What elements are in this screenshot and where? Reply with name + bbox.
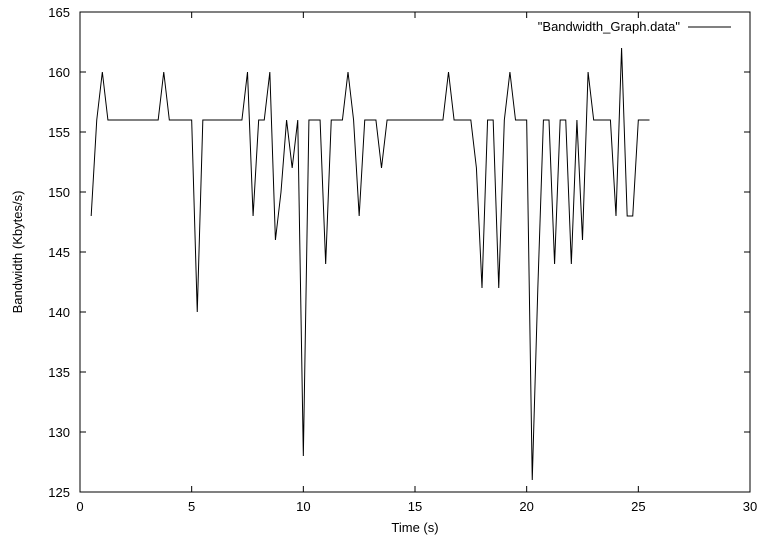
x-tick-label: 10 [296,499,310,514]
y-axis-title: Bandwidth (Kbytes/s) [10,191,25,314]
y-tick-label: 155 [48,125,70,140]
y-tick-label: 130 [48,425,70,440]
y-tick-label: 125 [48,485,70,500]
x-axis-title: Time (s) [391,520,438,535]
series-layer [90,47,650,481]
y-tick-label: 160 [48,65,70,80]
series-line [90,47,650,481]
x-tick-label: 20 [519,499,533,514]
legend-label: "Bandwidth_Graph.data" [538,19,681,34]
plot-frame [79,11,751,493]
x-tick-label: 30 [743,499,757,514]
x-tick-label: 0 [76,499,83,514]
x-tick-label: 15 [408,499,422,514]
y-tick-label: 145 [48,245,70,260]
axis-ticks: 0 5 10 15 20 25 30 125 130 135 140 145 150 155 160 165 [48,5,757,514]
y-tick-label: 150 [48,185,70,200]
x-tick-label: 5 [188,499,195,514]
y-tick-label: 165 [48,5,70,20]
y-tick-label: 140 [48,305,70,320]
y-tick-label: 135 [48,365,70,380]
x-tick-label: 25 [631,499,645,514]
legend: "Bandwidth_Graph.data" [538,19,731,34]
